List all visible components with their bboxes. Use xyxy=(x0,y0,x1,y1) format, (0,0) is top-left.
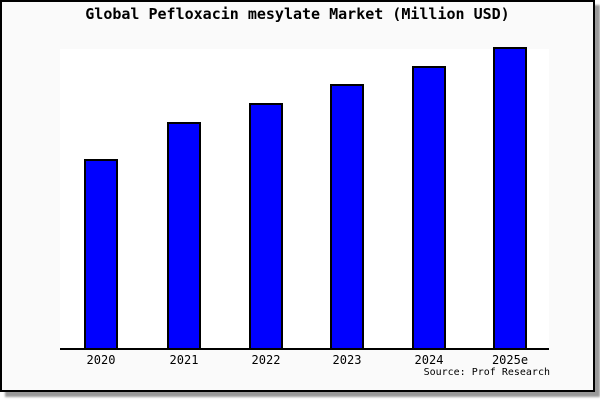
bar-2022 xyxy=(249,103,283,348)
tick-label-2024: 2024 xyxy=(414,353,444,367)
bar-2023 xyxy=(330,84,364,348)
tick-label-2023: 2023 xyxy=(332,353,362,367)
bar-2025e xyxy=(493,47,527,348)
bar-2020 xyxy=(84,159,118,348)
source-attribution: Source: Prof Research xyxy=(423,367,550,378)
bar-2024 xyxy=(412,66,446,348)
tick-label-2022: 2022 xyxy=(251,353,281,367)
chart-figure: Global Pefloxacin mesylate Market (Milli… xyxy=(0,0,595,392)
tick-label-2021: 2021 xyxy=(169,353,199,367)
bar-2021 xyxy=(167,122,201,348)
plot-area xyxy=(60,47,549,350)
tick-label-2025e: 2025e xyxy=(491,353,529,367)
tick-label-2020: 2020 xyxy=(86,353,116,367)
chart-title: Global Pefloxacin mesylate Market (Milli… xyxy=(85,5,510,23)
